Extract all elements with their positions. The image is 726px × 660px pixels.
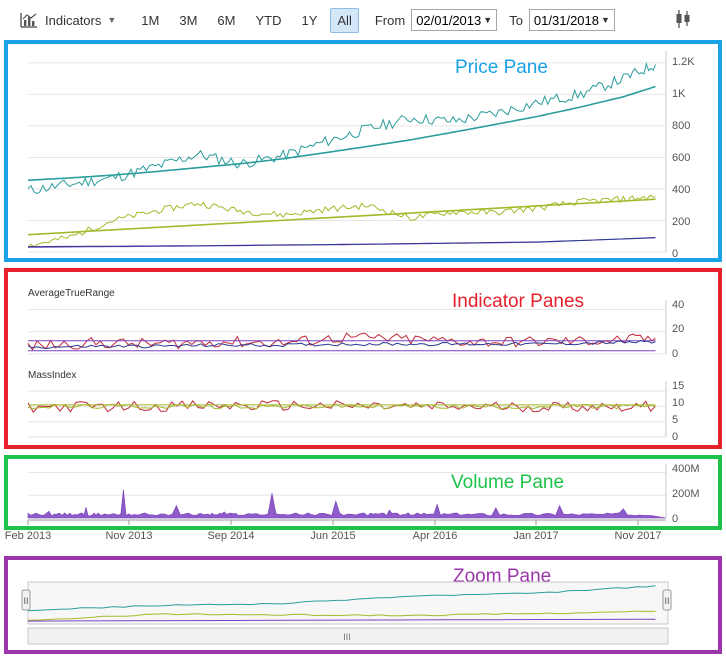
massindex-tick: 15 — [672, 380, 684, 392]
price-series-3 — [27, 198, 656, 236]
price-series-5 — [28, 237, 656, 248]
price-series-1 — [27, 85, 656, 182]
massindex-title: MassIndex — [28, 370, 76, 381]
indicator-panes — [4, 268, 722, 449]
x-axis-label: Sep 2014 — [207, 530, 254, 542]
range-6m-button[interactable]: 6M — [217, 12, 236, 28]
price-tick: 800 — [672, 120, 690, 132]
volume-tick: 0 — [672, 513, 678, 525]
grip-icon: II — [664, 596, 669, 606]
candlestick-icon — [676, 10, 690, 28]
indicators-menu[interactable]: Indicators ▼ — [20, 12, 116, 28]
grip-icon: III — [343, 632, 351, 642]
zoom-left-handle[interactable] — [21, 589, 31, 611]
chart-type-button[interactable] — [674, 9, 692, 32]
massindex-tick: 5 — [672, 414, 678, 426]
price-tick: 0 — [672, 248, 678, 260]
zoom-scrollbar[interactable] — [27, 627, 669, 645]
zoom-pane — [4, 556, 722, 654]
price-tick: 200 — [672, 216, 690, 228]
atr-tick: 0 — [672, 348, 678, 360]
zoom-right-handle[interactable] — [662, 589, 672, 611]
chevron-down-icon: ▼ — [601, 15, 610, 25]
chevron-down-icon: ▼ — [107, 15, 117, 25]
atr-series-2 — [27, 339, 656, 350]
x-axis-label: Jan 2017 — [513, 530, 558, 542]
to-date-picker[interactable]: 01/31/2018 ▼ — [528, 9, 615, 31]
chevron-down-icon: ▼ — [483, 15, 493, 25]
atr-tick: 20 — [672, 323, 684, 335]
range-1m-button[interactable]: 1M — [141, 12, 160, 28]
massindex-tick: 10 — [672, 397, 684, 409]
to-date-value: 01/31/2018 — [533, 12, 599, 28]
from-label: From — [374, 12, 406, 28]
volume-tick: 200M — [672, 488, 700, 500]
x-axis-label: Nov 2017 — [614, 530, 661, 542]
x-axis-label: Feb 2013 — [5, 530, 51, 542]
price-tick: 1K — [672, 88, 686, 100]
range-3m-button[interactable]: 3M — [179, 12, 198, 28]
x-axis-label: Jun 2015 — [310, 530, 355, 542]
price-pane — [4, 40, 722, 262]
volume-tick: 400M — [672, 463, 700, 475]
zoom-navigator[interactable] — [27, 581, 669, 625]
chart-icon — [20, 13, 37, 28]
x-axis-label: Apr 2016 — [413, 530, 458, 542]
range-1y-button[interactable]: 1Y — [301, 12, 318, 28]
price-tick: 600 — [672, 152, 690, 164]
zoom-series-2 — [27, 618, 656, 622]
range-all-button[interactable]: All — [330, 7, 359, 33]
price-series-0 — [27, 61, 656, 195]
price-tick: 400 — [672, 184, 690, 196]
atr-title: AverageTrueRange — [28, 288, 115, 299]
atr-tick: 40 — [672, 299, 684, 311]
zoom-series-1 — [27, 610, 656, 621]
price-series-2 — [27, 194, 656, 249]
price-tick: 1.2K — [672, 56, 695, 68]
price-pane-title: Price Pane — [455, 57, 548, 78]
range-ytd-button[interactable]: YTD — [255, 12, 282, 28]
indicators-label: Indicators — [45, 12, 102, 28]
grip-icon: II — [23, 596, 28, 606]
x-axis-label: Nov 2013 — [105, 530, 152, 542]
to-label: To — [509, 12, 523, 28]
volume-pane-title: Volume Pane — [451, 472, 564, 493]
volume-series-0 — [27, 489, 667, 519]
volume-pane — [4, 455, 722, 530]
massindex-tick: 0 — [672, 431, 678, 443]
from-date-value: 02/01/2013 — [416, 12, 482, 28]
zoom-series-0 — [27, 585, 656, 612]
indicator-panes-title: Indicator Panes — [452, 291, 584, 312]
from-date-picker[interactable]: 02/01/2013 ▼ — [411, 9, 498, 31]
toolbar: Indicators ▼ 1M 3M 6M YTD 1Y All From 02… — [0, 0, 726, 40]
